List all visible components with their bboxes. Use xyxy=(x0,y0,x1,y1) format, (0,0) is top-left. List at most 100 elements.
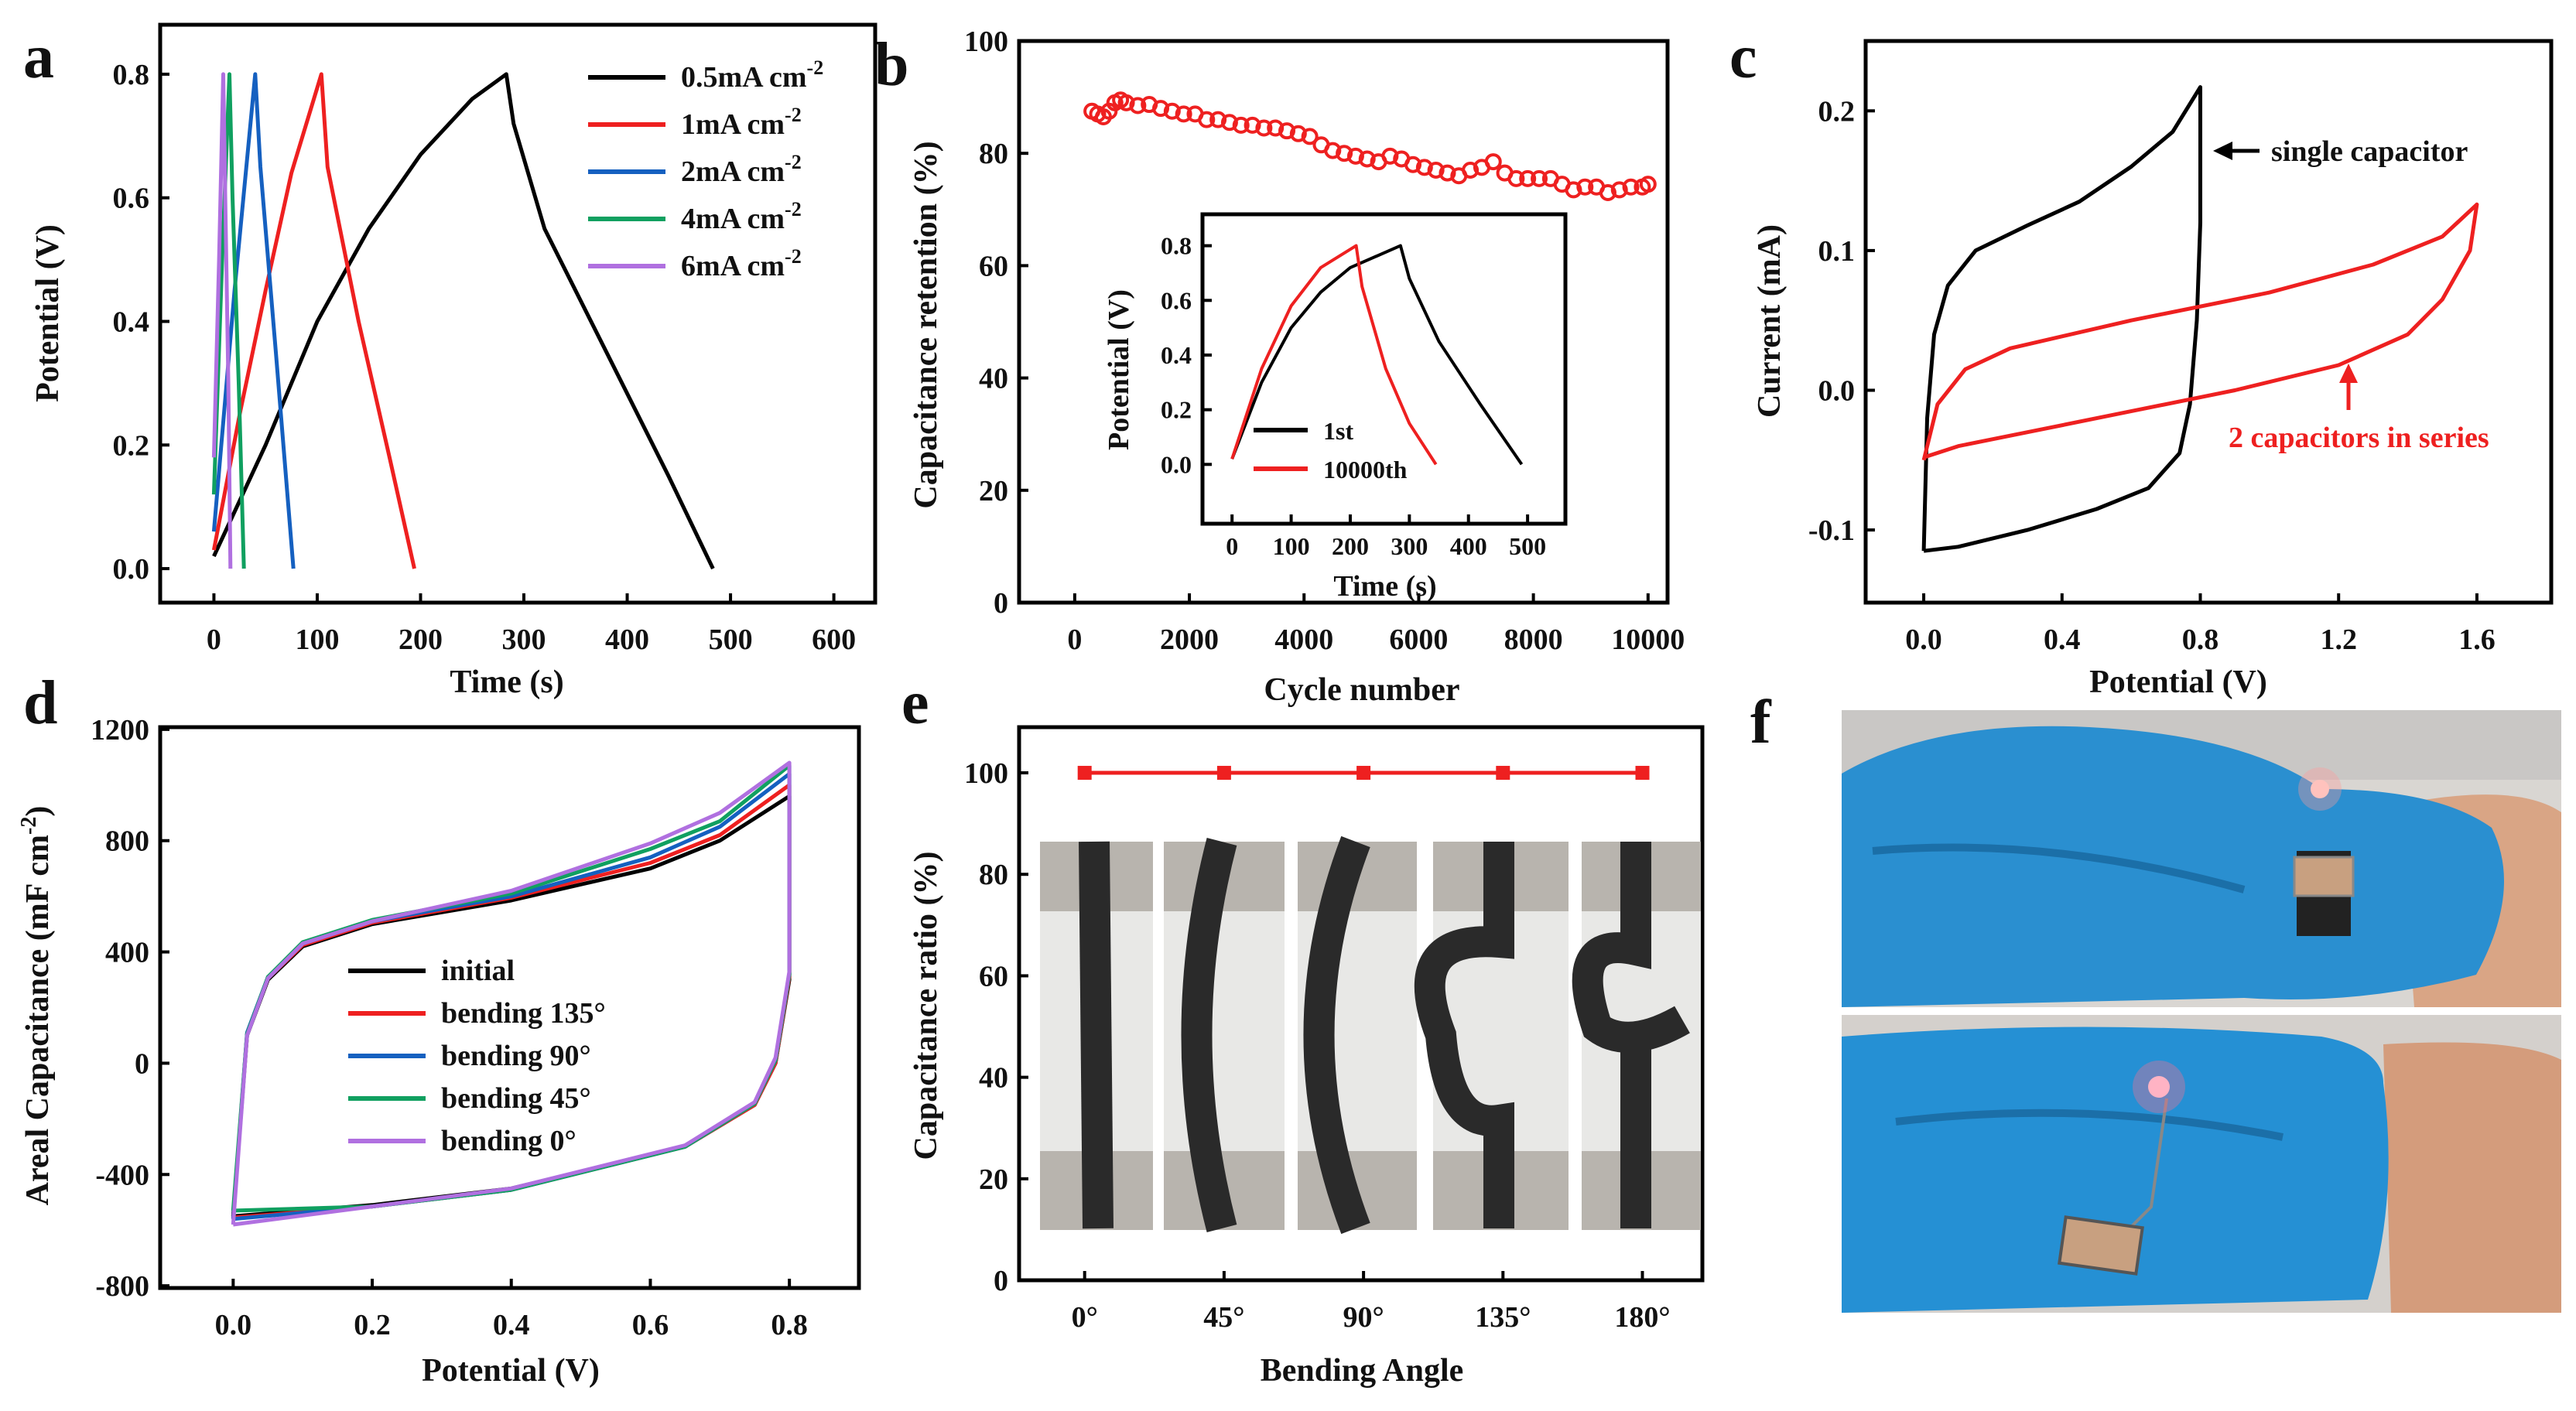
annotation-single-capacitor: single capacitor xyxy=(2271,135,2468,168)
bending-photo xyxy=(1040,841,1153,1230)
legend-label-text: initial xyxy=(441,955,515,987)
data-point xyxy=(1129,97,1147,114)
x-axis-title: Bending Angle xyxy=(1261,1353,1464,1389)
legend-label: 0.5mA cm-2 xyxy=(681,56,823,94)
x-tick-label: 0.8 xyxy=(2182,624,2219,656)
x-tick-label: 135° xyxy=(1475,1301,1531,1334)
x-tick-label: 300 xyxy=(1391,532,1428,560)
data-point xyxy=(1216,766,1231,781)
y-tick-label: 0.8 xyxy=(113,59,150,91)
y-tick-label: 20 xyxy=(979,475,1008,507)
data-point xyxy=(1358,150,1376,168)
x-tick-label: 400 xyxy=(605,624,649,656)
legend-label: 1st xyxy=(1323,417,1353,445)
bending-photo xyxy=(1572,842,1701,1230)
data-point xyxy=(1301,128,1319,145)
x-tick-label: 1.2 xyxy=(2320,624,2357,656)
y-tick-label: -800 xyxy=(95,1270,149,1303)
photo-bottom xyxy=(1842,1015,2561,1313)
legend-label-sup: -2 xyxy=(785,151,802,173)
legend-label-text: 0.5mA cm xyxy=(681,61,807,94)
data-point xyxy=(1267,119,1285,137)
series-line-0 xyxy=(1921,85,2202,553)
y-tick-label: 1200 xyxy=(91,714,149,746)
data-point xyxy=(1599,184,1616,202)
legend-label: 10000th xyxy=(1323,456,1408,483)
y-tick-label: 40 xyxy=(979,1062,1008,1095)
x-tick-label: 500 xyxy=(709,624,753,656)
legend-label-text: bending 90° xyxy=(441,1040,591,1072)
y-tick-label: 60 xyxy=(979,250,1008,282)
x-tick-label: 300 xyxy=(502,624,546,656)
chart-a: 0 100 200 300 400 500 600 0.0 0.2 0.4 0.6 0.8 Time (… xyxy=(30,22,877,700)
x-tick-label: 0° xyxy=(1072,1301,1098,1334)
legend-label-text: 4mA cm xyxy=(681,203,785,235)
x-tick-label: 0 xyxy=(207,624,221,656)
plot-frame xyxy=(1017,39,1670,605)
x-axis-title: Potential (V) xyxy=(422,1353,600,1389)
data-point xyxy=(1220,114,1238,132)
chart-c: 0.0 0.4 0.8 1.2 1.6 -0.1 0.0 0.1 0.2 Potential (V… xyxy=(1752,39,2554,700)
data-point xyxy=(1346,147,1364,165)
data-point xyxy=(1255,119,1273,137)
x-tick-label: 4000 xyxy=(1274,624,1333,656)
panel-label-b: b xyxy=(874,31,909,99)
legend-label: 1mA cm-2 xyxy=(681,104,802,141)
y-tick-label: 0.0 xyxy=(113,553,150,586)
y-axis-title-text: Potential (V) xyxy=(30,224,66,402)
x-tick-label: 0.0 xyxy=(215,1309,252,1341)
data-point xyxy=(1462,161,1480,179)
y-tick-label: 0.2 xyxy=(1818,95,1856,128)
y-tick-label: 0.2 xyxy=(1161,396,1192,424)
legend-label-text: 1st xyxy=(1323,417,1353,445)
data-point xyxy=(1519,169,1537,187)
y-axis-title: Potential (V) xyxy=(1103,289,1135,450)
data-point xyxy=(1496,766,1510,781)
electrode-strip xyxy=(1572,842,1690,1228)
y-axis-title-end: ) xyxy=(20,806,56,817)
y-tick-label: 0.1 xyxy=(1818,235,1856,268)
x-tick-label: 10000 xyxy=(1611,624,1685,656)
data-point xyxy=(1576,178,1594,196)
legend-label: 4mA cm-2 xyxy=(681,198,802,235)
data-point xyxy=(1415,159,1433,176)
y-tick-label: 400 xyxy=(105,937,149,969)
y-tick-label: 80 xyxy=(979,138,1008,170)
y-axis-title: Current (mA) xyxy=(1752,224,1787,418)
y-axis-title-text: Potential (V) xyxy=(1103,289,1135,450)
data-point xyxy=(1232,116,1250,134)
legend-label-sup: -2 xyxy=(785,198,802,220)
data-point xyxy=(1324,142,1342,159)
data-point xyxy=(1175,105,1192,123)
data-point xyxy=(1427,161,1445,179)
data-point xyxy=(1152,100,1170,118)
x-tick-label: 0.8 xyxy=(771,1309,808,1341)
y-axis-title: Capacitance ratio (%) xyxy=(908,852,944,1160)
legend-label-text: 10000th xyxy=(1323,456,1408,483)
x-axis-title: Potential (V) xyxy=(2089,665,2267,700)
data-point xyxy=(1356,766,1371,781)
legend-label-text: bending 135° xyxy=(441,997,606,1030)
legend-label: bending 0° xyxy=(441,1125,576,1157)
y-axis-title: Areal Capacitance (mF cm-2) xyxy=(17,806,56,1206)
legend-label-text: 6mA cm xyxy=(681,250,785,282)
chart-b: 0 2000 4000 6000 8000 10000020406080100Cycle … xyxy=(908,26,1685,708)
y-tick-label: 100 xyxy=(964,757,1008,790)
panel-label-e: e xyxy=(901,669,929,737)
series-line-4 xyxy=(211,72,233,569)
legend-label: 6mA cm-2 xyxy=(681,245,802,282)
y-tick-label: 0.8 xyxy=(1161,232,1192,260)
y-tick-label: 0 xyxy=(994,1265,1008,1297)
x-tick-label: 100 xyxy=(1273,532,1310,560)
x-axis-title: Time (s) xyxy=(450,665,563,700)
electrode-strip xyxy=(1079,841,1114,1229)
legend-label-text: bending 0° xyxy=(441,1125,576,1157)
series-line-2 xyxy=(211,72,296,569)
bending-photo xyxy=(1164,837,1285,1233)
data-point xyxy=(1565,181,1582,199)
data-point xyxy=(1163,102,1181,120)
legend-label: bending 135° xyxy=(441,997,606,1030)
x-tick-label: 600 xyxy=(812,624,856,656)
y-tick-label: 0.0 xyxy=(1818,374,1856,407)
chart-d: 0.0 0.2 0.4 0.6 0.8 -800 -400 0 400 800 1200 Potent… xyxy=(17,714,861,1389)
